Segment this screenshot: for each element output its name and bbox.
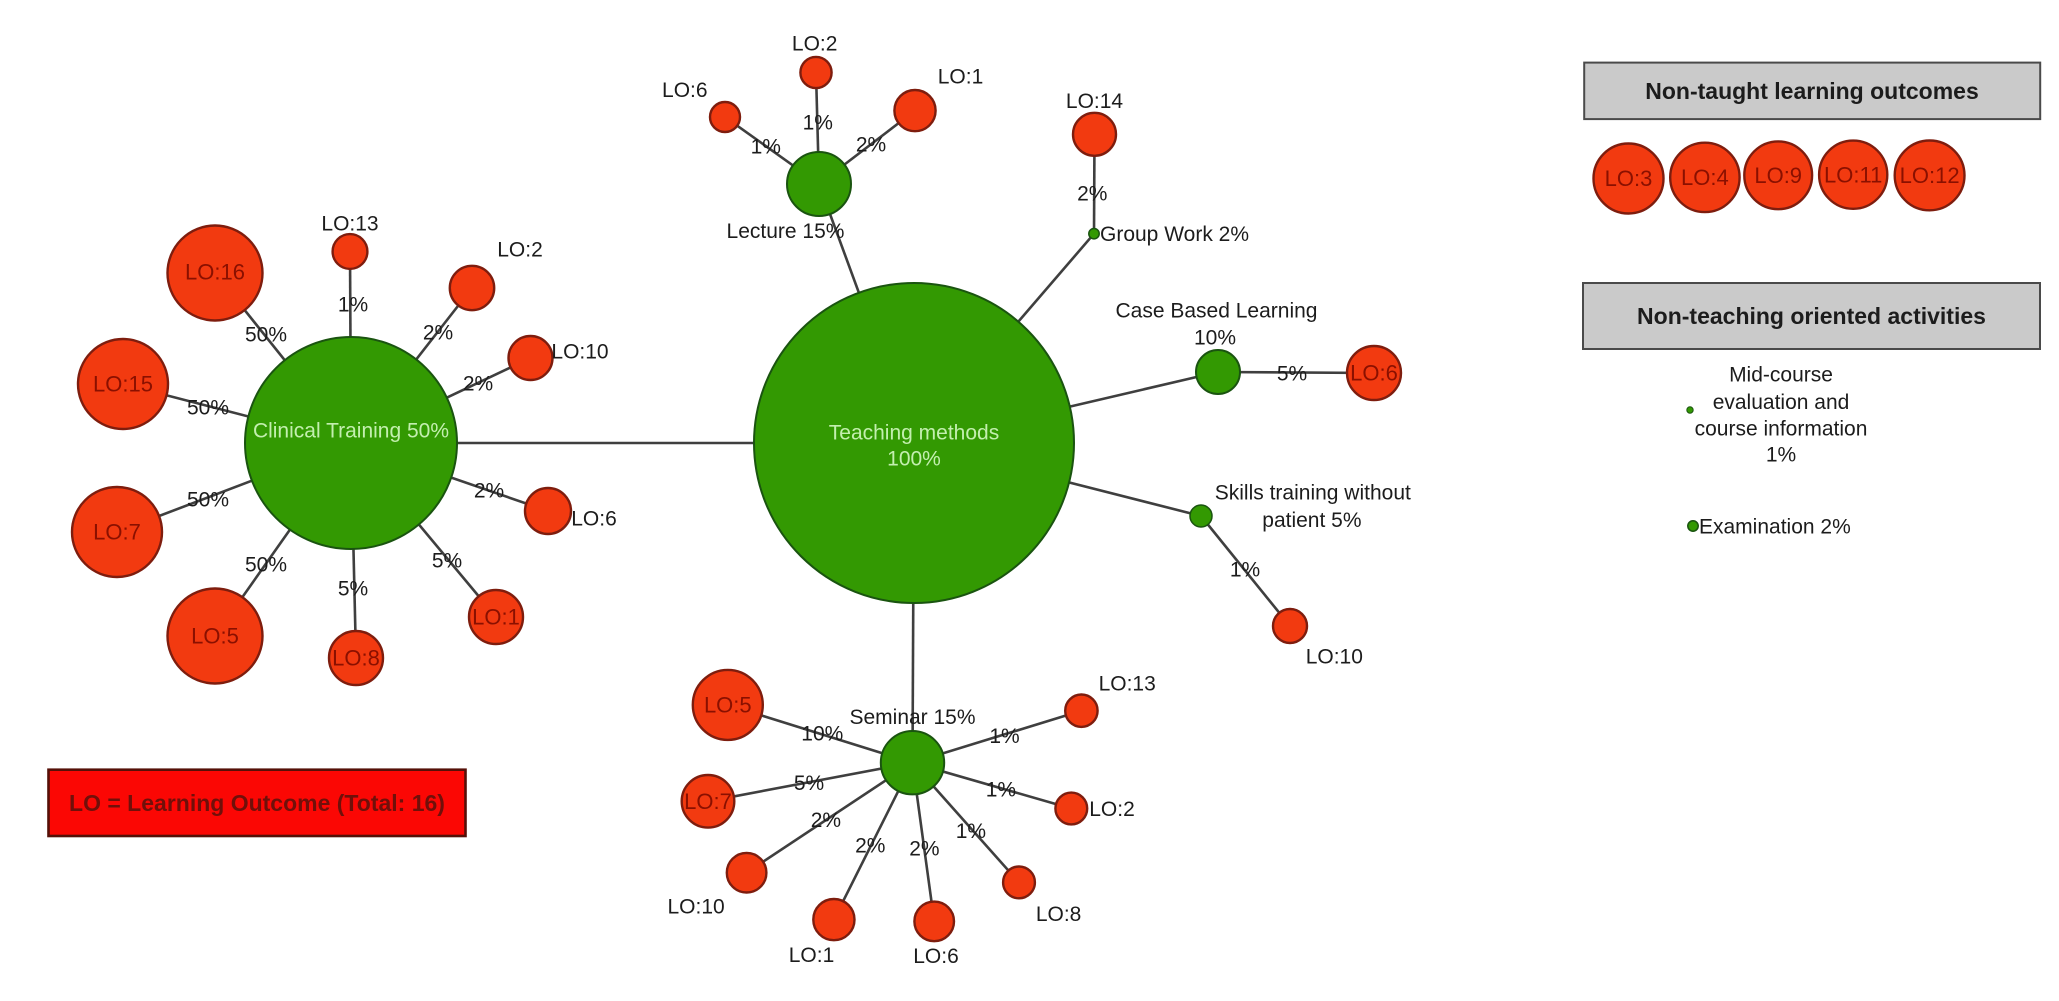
svg-text:1%: 1%: [1766, 443, 1796, 466]
svg-text:Examination 2%: Examination 2%: [1699, 515, 1851, 538]
svg-text:2%: 2%: [1077, 182, 1107, 205]
svg-text:LO:3: LO:3: [1605, 166, 1653, 191]
svg-text:2%: 2%: [856, 133, 886, 156]
svg-text:50%: 50%: [187, 488, 229, 511]
svg-text:Non-teaching oriented activiti: Non-teaching oriented activities: [1637, 303, 1986, 329]
svg-text:LO:2: LO:2: [792, 33, 838, 56]
svg-text:LO:12: LO:12: [1900, 163, 1960, 188]
svg-text:LO:14: LO:14: [1066, 90, 1124, 113]
svg-text:LO:16: LO:16: [185, 260, 245, 285]
svg-text:LO:6: LO:6: [1350, 361, 1398, 386]
svg-text:Seminar 15%: Seminar 15%: [849, 706, 975, 729]
svg-text:1%: 1%: [803, 111, 833, 134]
svg-text:LO:7: LO:7: [93, 520, 141, 545]
svg-text:Skills training without: Skills training without: [1215, 481, 1411, 504]
svg-text:1%: 1%: [751, 136, 781, 159]
svg-text:LO:6: LO:6: [662, 79, 708, 102]
svg-text:LO:8: LO:8: [332, 646, 380, 671]
svg-text:LO:10: LO:10: [1306, 645, 1363, 668]
svg-text:5%: 5%: [794, 772, 824, 795]
svg-text:2%: 2%: [855, 834, 885, 857]
svg-text:LO:10: LO:10: [667, 895, 724, 918]
svg-text:1%: 1%: [956, 820, 986, 843]
svg-text:LO:4: LO:4: [1681, 165, 1729, 190]
svg-text:2%: 2%: [463, 372, 493, 395]
svg-text:LO:6: LO:6: [571, 507, 617, 530]
svg-text:LO:7: LO:7: [684, 789, 732, 814]
svg-text:LO = Learning Outcome (Total:: LO = Learning Outcome (Total: 16): [69, 790, 445, 816]
svg-text:patient 5%: patient 5%: [1262, 509, 1361, 532]
svg-text:2%: 2%: [811, 809, 841, 832]
svg-text:LO:1: LO:1: [789, 944, 835, 967]
svg-text:1%: 1%: [989, 725, 1019, 748]
svg-text:LO:2: LO:2: [497, 238, 543, 261]
svg-text:1%: 1%: [986, 778, 1016, 801]
svg-text:1%: 1%: [338, 293, 368, 316]
svg-text:Lecture 15%: Lecture 15%: [727, 220, 845, 243]
svg-text:2%: 2%: [423, 321, 453, 344]
svg-text:LO:8: LO:8: [1036, 903, 1082, 926]
svg-text:LO:5: LO:5: [704, 693, 752, 718]
svg-text:Case Based Learning: Case Based Learning: [1116, 299, 1318, 322]
svg-text:LO:11: LO:11: [1824, 162, 1882, 187]
svg-text:LO:5: LO:5: [191, 624, 239, 649]
svg-text:Non-taught learning outcomes: Non-taught learning outcomes: [1645, 78, 1979, 104]
svg-text:LO:2: LO:2: [1089, 798, 1135, 821]
svg-text:evaluation and: evaluation and: [1713, 391, 1850, 414]
svg-text:Mid-course: Mid-course: [1729, 364, 1833, 387]
svg-text:LO:6: LO:6: [913, 945, 959, 968]
svg-text:5%: 5%: [432, 549, 462, 572]
svg-text:Teaching methods: Teaching methods: [829, 421, 999, 444]
svg-text:Clinical Training 50%: Clinical Training 50%: [253, 419, 449, 442]
svg-text:2%: 2%: [909, 838, 939, 861]
svg-text:5%: 5%: [1277, 362, 1307, 385]
svg-text:1%: 1%: [1230, 558, 1260, 581]
svg-text:LO:9: LO:9: [1754, 163, 1802, 188]
svg-text:LO:1: LO:1: [938, 66, 984, 89]
svg-text:5%: 5%: [338, 577, 368, 600]
svg-text:course information: course information: [1695, 417, 1868, 440]
svg-text:LO:10: LO:10: [551, 340, 608, 363]
svg-text:10%: 10%: [801, 723, 843, 746]
svg-text:LO:13: LO:13: [321, 212, 378, 235]
svg-text:2%: 2%: [474, 479, 504, 502]
svg-text:LO:15: LO:15: [93, 372, 153, 397]
svg-text:Group Work 2%: Group Work 2%: [1100, 223, 1249, 246]
svg-text:50%: 50%: [187, 396, 229, 419]
svg-text:LO:1: LO:1: [472, 605, 520, 630]
svg-text:100%: 100%: [887, 447, 941, 470]
svg-text:50%: 50%: [245, 553, 287, 576]
svg-text:LO:13: LO:13: [1099, 673, 1156, 696]
svg-text:10%: 10%: [1194, 326, 1236, 349]
svg-text:50%: 50%: [245, 323, 287, 346]
